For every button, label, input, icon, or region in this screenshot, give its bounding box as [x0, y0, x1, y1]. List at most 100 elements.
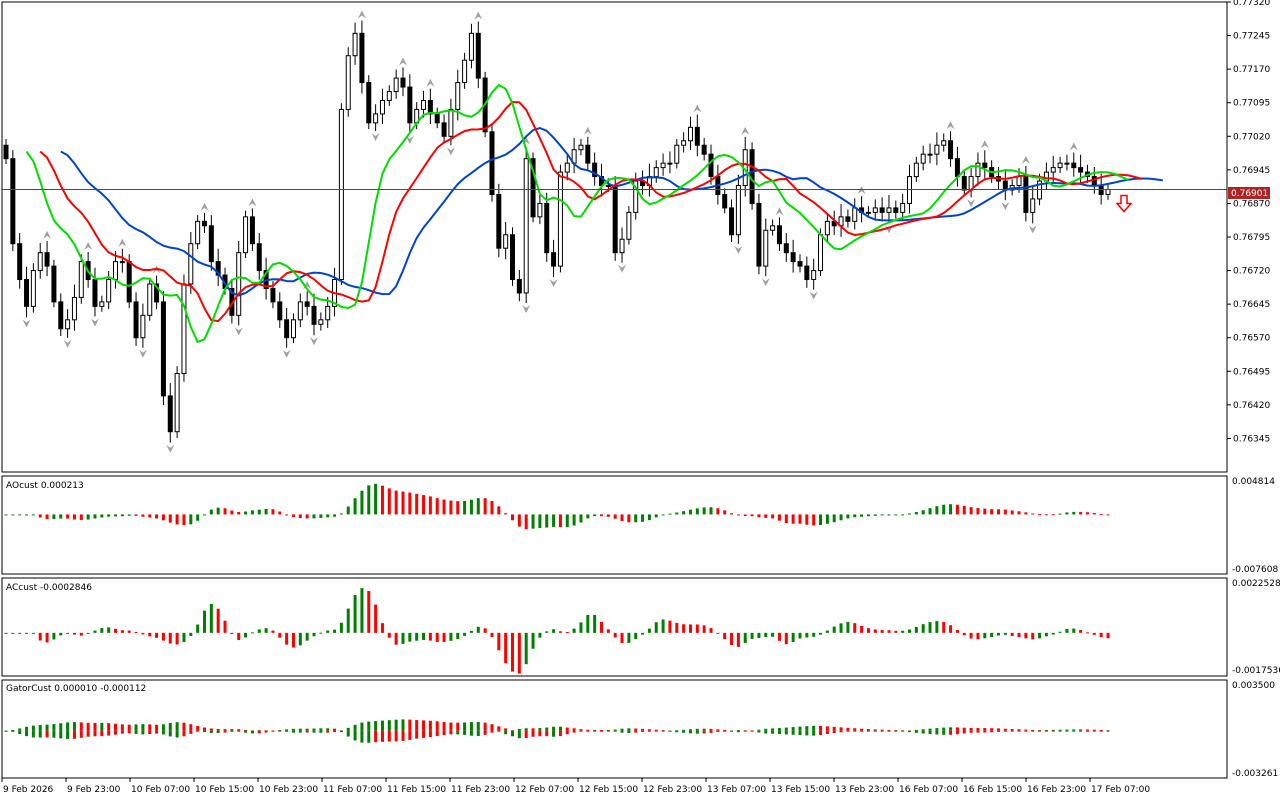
fractal-down-arrow [166, 444, 175, 453]
gator-lower-bar [59, 730, 63, 739]
ao-bar [141, 514, 145, 517]
gator-upper-bar [1085, 729, 1089, 731]
gator-lower-bar [716, 730, 720, 732]
gator-upper-bar [483, 722, 487, 731]
ao-bar [333, 514, 337, 517]
fractal-down-arrow [1001, 202, 1010, 211]
gator-lower-bar [469, 730, 473, 736]
gator-upper-bar [654, 729, 658, 731]
ac-bar [1058, 631, 1062, 633]
ac-bar [230, 632, 234, 635]
gator-lower-bar [196, 730, 200, 732]
ao-bar [216, 507, 220, 515]
gator-upper-bar [545, 727, 549, 731]
ac-bar [196, 624, 200, 633]
gator-upper-bar [641, 728, 645, 731]
gator-upper-bar [784, 727, 788, 731]
gator-lower-bar [524, 730, 528, 739]
ac-bar [435, 632, 439, 642]
ao-bar [223, 508, 227, 515]
ao-bar [1058, 513, 1062, 515]
candle [51, 265, 57, 303]
candle [804, 265, 810, 281]
candle [304, 301, 310, 307]
candle [290, 319, 296, 339]
ac-bar [11, 632, 15, 634]
ac-bar [326, 630, 330, 633]
candle [277, 301, 283, 321]
gator-upper-bar [298, 728, 302, 731]
ac-bar [641, 632, 645, 635]
ao-bar [908, 513, 912, 515]
candle [297, 301, 303, 321]
gator-lower-bar [1065, 730, 1069, 732]
gator-lower-bar [552, 730, 556, 737]
ao-bar [866, 514, 870, 517]
gator-lower-bar [490, 730, 494, 733]
gator-lower-bar [31, 730, 35, 738]
ac-bar [367, 591, 371, 633]
ao-bar [182, 514, 186, 526]
ao-bar [702, 507, 706, 515]
gator-upper-bar [52, 724, 56, 731]
x-tick-label: 12 Feb 07:00 [515, 785, 574, 795]
gator-upper-bar [894, 730, 898, 732]
ao-bar [79, 514, 83, 521]
ac-bar [312, 632, 316, 637]
candle [1016, 176, 1022, 187]
price-panel[interactable] [2, 10, 1227, 453]
gator-lower-bar [866, 730, 870, 732]
gator-lower-bar [1099, 730, 1103, 732]
candle [284, 319, 290, 339]
x-tick-label: 11 Feb 07:00 [323, 785, 382, 795]
ac-bar [428, 632, 432, 641]
gator-lower-bar [1051, 730, 1055, 732]
ac-bar [942, 621, 946, 633]
ac-bar [189, 632, 193, 636]
ao-bar [675, 512, 679, 515]
gator-lower-bar [175, 730, 179, 738]
gator-lower-bar [52, 730, 56, 738]
fractal-up-arrow [398, 57, 407, 66]
gator-upper-bar [155, 724, 159, 731]
ao-bar [606, 514, 610, 517]
candle [407, 86, 413, 124]
ao-bar [100, 514, 104, 518]
ao-bar [305, 514, 309, 519]
ao-bar [661, 514, 665, 516]
ac-bar [1010, 632, 1014, 637]
y-tick-label: 0.77170 [1233, 65, 1270, 75]
gator-lower-bar [942, 730, 946, 735]
candle [845, 216, 851, 222]
ao-bar [634, 514, 638, 523]
gator-lower-bar [1058, 730, 1062, 732]
candle [10, 158, 16, 245]
gator-upper-bar [593, 729, 597, 731]
gator-upper-bar [374, 721, 378, 731]
ac-bar [880, 629, 884, 633]
ao-bar [353, 498, 357, 515]
candle [681, 140, 687, 146]
ao-bar [504, 513, 508, 515]
ac-bar [798, 632, 802, 639]
gator-upper-bar [209, 728, 213, 731]
gator-upper-bar [278, 730, 282, 732]
x-tick-label: 13 Feb 23:00 [835, 785, 894, 795]
panel-frame [1, 679, 1228, 779]
ao-indicator-panel[interactable] [4, 483, 1110, 530]
candle [17, 243, 23, 281]
gator-lower-bar [387, 730, 391, 742]
ao-bar [764, 514, 768, 518]
ao-bar [586, 514, 590, 519]
gator-upper-bar [949, 727, 953, 731]
ac-bar [257, 629, 261, 633]
ac-bar [107, 627, 111, 633]
gator-lower-bar [367, 730, 371, 743]
gator-lower-bar [1038, 730, 1042, 732]
gator-indicator-panel[interactable] [4, 719, 1110, 743]
fractal-up-arrow [248, 198, 257, 207]
ac-indicator-panel[interactable] [4, 588, 1110, 674]
gator-upper-bar [244, 730, 248, 732]
gator-lower-bar [456, 730, 460, 735]
